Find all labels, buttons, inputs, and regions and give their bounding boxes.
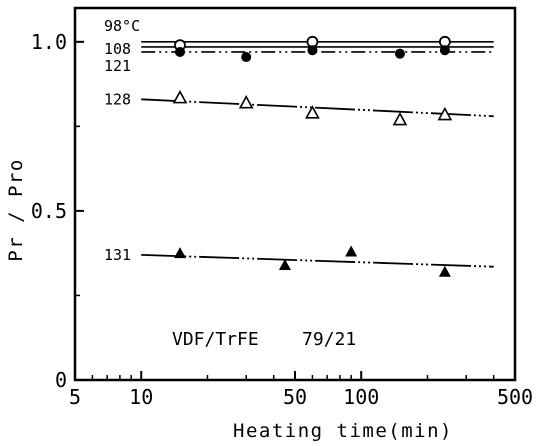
series-label: 98°C xyxy=(104,17,140,35)
data-point-filled-circle xyxy=(439,45,450,56)
data-point-filled-triangle xyxy=(278,259,291,271)
data-point-filled-triangle xyxy=(438,265,451,277)
data-point-filled-circle xyxy=(307,45,318,56)
axes: 5 10 50 100 500 0 0.5 1.0 xyxy=(31,6,533,409)
series-label: 131 xyxy=(104,246,131,264)
data-markers xyxy=(172,35,453,277)
data-point-open-triangle xyxy=(172,89,188,104)
y-tick-label: 0 xyxy=(55,368,67,392)
x-tick-label: 500 xyxy=(497,385,533,409)
x-tick-label: 50 xyxy=(283,385,307,409)
data-point-open-triangle xyxy=(392,111,408,126)
y-axis-title: Pr / Pro xyxy=(5,158,27,262)
data-point-filled-circle xyxy=(241,52,252,63)
data-point-filled-circle xyxy=(394,48,405,59)
series-line xyxy=(141,253,494,268)
series-label: 121 xyxy=(104,57,131,75)
series-label: 128 xyxy=(104,90,131,108)
y-tick-label: 1.0 xyxy=(31,30,67,54)
x-tick-label: 5 xyxy=(69,385,81,409)
series-label: 108 xyxy=(104,40,131,58)
series-lines xyxy=(141,41,494,268)
x-tick-label: 10 xyxy=(129,385,153,409)
x-axis-title: Heating time(min) xyxy=(233,420,453,442)
data-point-open-triangle xyxy=(437,106,453,121)
data-point-filled-triangle xyxy=(173,247,186,259)
data-point-filled-circle xyxy=(174,46,185,57)
plot-frame xyxy=(73,6,517,382)
data-point-open-triangle xyxy=(305,105,320,119)
data-point-filled-triangle xyxy=(345,245,358,257)
annotation: VDF/TrFE 79/21 xyxy=(172,329,356,350)
series-line xyxy=(141,98,494,118)
data-point-open-triangle xyxy=(238,95,254,109)
y-tick-label: 0.5 xyxy=(31,199,67,223)
x-tick-label: 100 xyxy=(343,385,379,409)
